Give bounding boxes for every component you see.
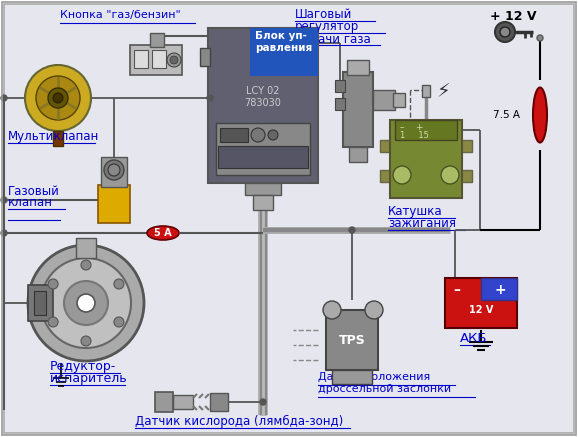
Text: Кнопка "газ/бензин": Кнопка "газ/бензин"	[60, 10, 181, 20]
Text: Датчик положения: Датчик положения	[318, 372, 430, 382]
Text: регулятор: регулятор	[295, 20, 360, 33]
Circle shape	[170, 56, 178, 64]
Bar	[390, 120, 462, 198]
Text: LCY 02
783030: LCY 02 783030	[244, 86, 281, 108]
Circle shape	[365, 301, 383, 319]
Circle shape	[108, 164, 120, 176]
Text: Шаговый: Шаговый	[295, 8, 353, 21]
Bar	[76, 238, 96, 258]
Circle shape	[537, 35, 543, 41]
Bar	[422, 85, 430, 97]
Text: Катушка: Катушка	[388, 205, 443, 218]
Bar	[349, 147, 367, 162]
Circle shape	[323, 301, 341, 319]
Text: + 12 V: + 12 V	[490, 10, 536, 23]
Bar	[208, 28, 318, 183]
Bar	[245, 183, 281, 195]
Circle shape	[1, 95, 7, 101]
Bar	[34, 291, 46, 315]
Bar	[380, 140, 472, 152]
Circle shape	[25, 65, 91, 131]
Circle shape	[1, 230, 7, 236]
Bar	[98, 185, 130, 223]
Bar	[347, 60, 369, 75]
Circle shape	[77, 294, 95, 312]
Bar	[395, 120, 457, 140]
Bar	[216, 123, 310, 175]
Circle shape	[268, 130, 278, 140]
Circle shape	[41, 258, 131, 348]
Circle shape	[167, 53, 181, 67]
Text: –    +: – +	[400, 123, 424, 132]
Circle shape	[48, 317, 58, 327]
Text: TPS: TPS	[339, 333, 365, 347]
Circle shape	[495, 22, 515, 42]
Circle shape	[36, 76, 80, 120]
Bar	[326, 310, 378, 370]
Circle shape	[349, 227, 355, 233]
Bar	[393, 93, 405, 107]
Text: клапан: клапан	[8, 196, 53, 209]
Bar	[152, 50, 166, 68]
Circle shape	[260, 399, 266, 405]
Text: 5 А: 5 А	[154, 228, 172, 238]
Ellipse shape	[147, 226, 179, 240]
Bar	[343, 72, 373, 147]
Bar	[250, 28, 318, 76]
Bar	[373, 90, 395, 110]
Text: дроссельной заслонки: дроссельной заслонки	[318, 384, 451, 394]
Text: 1     15: 1 15	[400, 131, 429, 140]
Bar	[28, 285, 53, 321]
Circle shape	[114, 279, 124, 289]
Bar	[155, 392, 173, 412]
Text: Редуктор-: Редуктор-	[50, 360, 116, 373]
Bar	[445, 278, 517, 328]
Circle shape	[251, 128, 265, 142]
Bar	[53, 131, 63, 146]
Text: испаритель: испаритель	[50, 372, 128, 385]
Bar	[150, 33, 164, 47]
Text: 12 V: 12 V	[469, 305, 493, 315]
Text: –: –	[453, 283, 460, 297]
Circle shape	[81, 336, 91, 346]
Text: подачи газа: подачи газа	[295, 32, 370, 45]
Text: ⚡: ⚡	[436, 83, 450, 101]
Circle shape	[500, 27, 510, 37]
Circle shape	[114, 317, 124, 327]
Bar	[200, 48, 210, 66]
Text: +: +	[495, 283, 507, 297]
Ellipse shape	[533, 87, 547, 142]
Circle shape	[81, 260, 91, 270]
Circle shape	[28, 245, 144, 361]
Bar	[332, 370, 372, 384]
Bar	[173, 395, 193, 409]
Bar	[335, 98, 345, 110]
Circle shape	[1, 197, 7, 203]
Text: Датчик кислорода (лямбда-зонд): Датчик кислорода (лямбда-зонд)	[135, 415, 343, 428]
Text: АКБ: АКБ	[460, 332, 487, 345]
Bar	[101, 157, 127, 187]
Circle shape	[48, 88, 68, 108]
Bar	[380, 170, 472, 182]
Text: 7.5 А: 7.5 А	[493, 110, 520, 120]
Circle shape	[393, 166, 411, 184]
Text: Газовый: Газовый	[8, 185, 60, 198]
Circle shape	[441, 166, 459, 184]
Circle shape	[48, 279, 58, 289]
Bar	[335, 80, 345, 92]
Text: Блок уп-
равления: Блок уп- равления	[255, 31, 312, 52]
Bar	[220, 128, 248, 142]
Circle shape	[53, 93, 63, 103]
Bar	[134, 50, 148, 68]
Circle shape	[64, 281, 108, 325]
Bar	[218, 146, 308, 168]
Bar	[481, 278, 517, 300]
Circle shape	[207, 95, 213, 101]
Bar	[210, 393, 228, 411]
Bar	[253, 195, 273, 210]
Circle shape	[104, 160, 124, 180]
Text: Мультиклапан: Мультиклапан	[8, 130, 99, 143]
Text: зажигания: зажигания	[388, 217, 456, 230]
Bar	[130, 45, 182, 75]
